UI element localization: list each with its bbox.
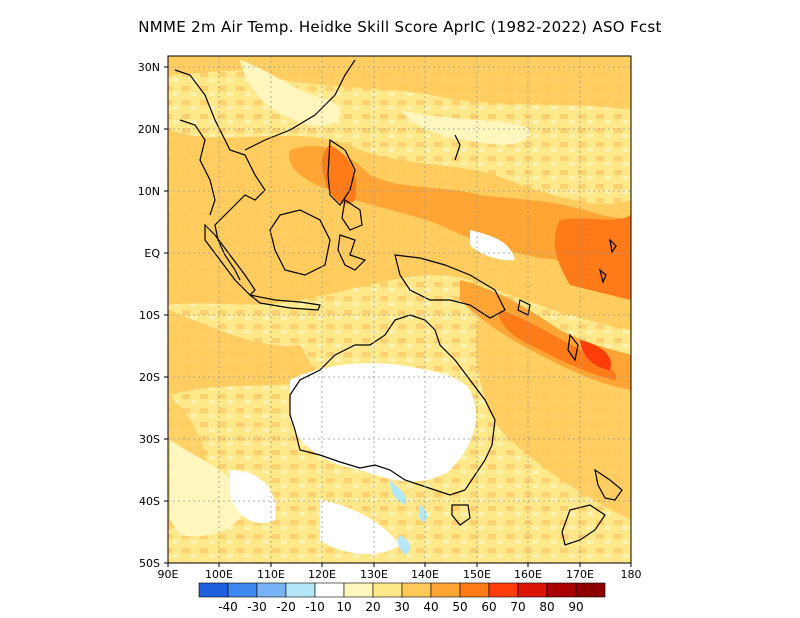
lon-label: 110E [257, 568, 285, 581]
colorbar-level-label: -40 [218, 600, 238, 614]
colorbar-swatch [546, 582, 577, 598]
colorbar-level-label: 40 [423, 600, 438, 614]
colorbar-swatch [459, 582, 490, 598]
lon-label: 180 [621, 568, 642, 581]
lat-label: 10N [138, 185, 160, 198]
colorbar-level-label: 30 [394, 600, 409, 614]
tick-marks [164, 66, 632, 567]
lat-label: 20S [139, 371, 160, 384]
lon-label: 140E [411, 568, 439, 581]
lon-label: 130E [360, 568, 388, 581]
colorbar-level-label: 10 [336, 600, 351, 614]
colorbar-swatch [256, 582, 287, 598]
colorbar [198, 582, 606, 598]
lat-label: 40S [139, 495, 160, 508]
skill-field [168, 56, 631, 563]
colorbar-swatch [517, 582, 548, 598]
lon-label: 120E [308, 568, 336, 581]
lon-label: 160E [514, 568, 542, 581]
gridlines [168, 56, 631, 563]
colorbar-swatch [285, 582, 316, 598]
colorbar-swatch [227, 582, 258, 598]
colorbar-level-label: 80 [539, 600, 554, 614]
longitude-labels: 90E 100E 110E 120E 130E 140E 150E 160E 1… [158, 568, 642, 581]
colorbar-swatch [575, 582, 606, 598]
colorbar-swatch [314, 582, 345, 598]
lat-label: 50S [139, 557, 160, 570]
lon-label: 90E [158, 568, 179, 581]
colorbar-labels: -40 -30 -20 -10 10 20 30 40 50 60 70 80 90 [218, 600, 583, 614]
lon-label: 170E [566, 568, 594, 581]
plot-frame [167, 55, 632, 564]
lat-label: 30S [139, 433, 160, 446]
latitude-labels: 30N 20N 10N EQ 10S 20S 30S 40S 50S [138, 61, 161, 570]
colorbar-level-label: -20 [276, 600, 296, 614]
lon-label: 100E [205, 568, 233, 581]
lat-label: 20N [138, 123, 160, 136]
colorbar-swatch [372, 582, 403, 598]
colorbar-swatch [488, 582, 519, 598]
colorbar-level-label: -10 [305, 600, 325, 614]
colorbar-level-label: 50 [452, 600, 467, 614]
lon-label: 150E [463, 568, 491, 581]
colorbar-level-label: 70 [510, 600, 525, 614]
colorbar-swatch [198, 582, 229, 598]
colorbar-level-label: 60 [481, 600, 496, 614]
lat-label: 10S [139, 309, 160, 322]
lat-label: EQ [144, 247, 160, 260]
colorbar-swatch [430, 582, 461, 598]
coastlines [174, 59, 623, 546]
colorbar-level-label: 90 [568, 600, 583, 614]
lat-label: 30N [138, 61, 160, 74]
colorbar-swatch [401, 582, 432, 598]
colorbar-swatch [343, 582, 374, 598]
colorbar-level-label: -30 [247, 600, 267, 614]
map-title: NMME 2m Air Temp. Heidke Skill Score Apr… [138, 18, 662, 36]
colorbar-level-label: 20 [365, 600, 380, 614]
